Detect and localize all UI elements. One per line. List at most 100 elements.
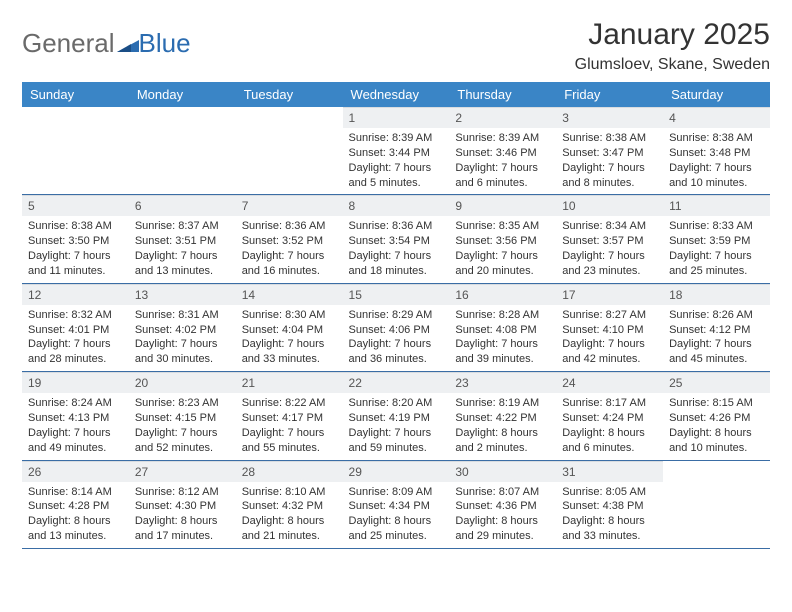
day-details: Sunrise: 8:39 AMSunset: 3:46 PMDaylight:… [449,128,556,194]
calendar-page: General Blue January 2025 Glumsloev, Ska… [0,0,792,612]
sunset-text: Sunset: 3:59 PM [669,234,764,249]
day-number: 23 [449,372,556,393]
calendar-day-cell: 27Sunrise: 8:12 AMSunset: 4:30 PMDayligh… [129,460,236,548]
day-details: Sunrise: 8:10 AMSunset: 4:32 PMDaylight:… [236,482,343,548]
day-number: 6 [129,195,236,216]
sunrise-text: Sunrise: 8:17 AM [562,396,657,411]
daylight-text: Daylight: 8 hours and 2 minutes. [455,426,550,456]
calendar-day-cell: 7Sunrise: 8:36 AMSunset: 3:52 PMDaylight… [236,195,343,283]
sunrise-text: Sunrise: 8:34 AM [562,219,657,234]
day-details: Sunrise: 8:05 AMSunset: 4:38 PMDaylight:… [556,482,663,548]
day-details: Sunrise: 8:20 AMSunset: 4:19 PMDaylight:… [343,393,450,459]
daylight-text: Daylight: 8 hours and 29 minutes. [455,514,550,544]
sunset-text: Sunset: 4:28 PM [28,499,123,514]
day-number: 18 [663,284,770,305]
day-number: 7 [236,195,343,216]
sunset-text: Sunset: 3:48 PM [669,146,764,161]
sunset-text: Sunset: 3:52 PM [242,234,337,249]
sunrise-text: Sunrise: 8:26 AM [669,308,764,323]
page-header: General Blue January 2025 Glumsloev, Ska… [22,18,770,74]
sunrise-text: Sunrise: 8:15 AM [669,396,764,411]
daylight-text: Daylight: 7 hours and 16 minutes. [242,249,337,279]
day-details: Sunrise: 8:17 AMSunset: 4:24 PMDaylight:… [556,393,663,459]
daylight-text: Daylight: 7 hours and 33 minutes. [242,337,337,367]
sunrise-text: Sunrise: 8:24 AM [28,396,123,411]
daylight-text: Daylight: 8 hours and 33 minutes. [562,514,657,544]
day-details: Sunrise: 8:32 AMSunset: 4:01 PMDaylight:… [22,305,129,371]
day-details: Sunrise: 8:38 AMSunset: 3:48 PMDaylight:… [663,128,770,194]
sunset-text: Sunset: 3:56 PM [455,234,550,249]
day-details: Sunrise: 8:23 AMSunset: 4:15 PMDaylight:… [129,393,236,459]
day-number: 3 [556,107,663,128]
sunrise-text: Sunrise: 8:10 AM [242,485,337,500]
sunset-text: Sunset: 4:13 PM [28,411,123,426]
weekday-header: Tuesday [236,82,343,107]
sunset-text: Sunset: 3:57 PM [562,234,657,249]
day-number [663,461,770,467]
day-details: Sunrise: 8:14 AMSunset: 4:28 PMDaylight:… [22,482,129,548]
brand-blue: Blue [139,28,191,59]
day-number: 27 [129,461,236,482]
weekday-header: Thursday [449,82,556,107]
sunrise-text: Sunrise: 8:20 AM [349,396,444,411]
day-number: 9 [449,195,556,216]
sunrise-text: Sunrise: 8:09 AM [349,485,444,500]
calendar-table: Sunday Monday Tuesday Wednesday Thursday… [22,82,770,549]
day-details: Sunrise: 8:35 AMSunset: 3:56 PMDaylight:… [449,216,556,282]
sunset-text: Sunset: 3:54 PM [349,234,444,249]
day-number [22,107,129,113]
calendar-day-cell: 18Sunrise: 8:26 AMSunset: 4:12 PMDayligh… [663,283,770,371]
sunset-text: Sunset: 4:06 PM [349,323,444,338]
sunrise-text: Sunrise: 8:22 AM [242,396,337,411]
weekday-header: Monday [129,82,236,107]
sunset-text: Sunset: 4:34 PM [349,499,444,514]
day-details: Sunrise: 8:27 AMSunset: 4:10 PMDaylight:… [556,305,663,371]
calendar-week-row: 26Sunrise: 8:14 AMSunset: 4:28 PMDayligh… [22,460,770,548]
sunset-text: Sunset: 4:15 PM [135,411,230,426]
sunset-text: Sunset: 4:01 PM [28,323,123,338]
daylight-text: Daylight: 7 hours and 52 minutes. [135,426,230,456]
day-number: 2 [449,107,556,128]
day-number: 28 [236,461,343,482]
sunset-text: Sunset: 4:02 PM [135,323,230,338]
calendar-day-cell: 22Sunrise: 8:20 AMSunset: 4:19 PMDayligh… [343,372,450,460]
sunset-text: Sunset: 4:24 PM [562,411,657,426]
day-number [236,107,343,113]
calendar-day-cell: 16Sunrise: 8:28 AMSunset: 4:08 PMDayligh… [449,283,556,371]
day-number: 16 [449,284,556,305]
sunset-text: Sunset: 3:50 PM [28,234,123,249]
day-details: Sunrise: 8:26 AMSunset: 4:12 PMDaylight:… [663,305,770,371]
calendar-day-cell: 4Sunrise: 8:38 AMSunset: 3:48 PMDaylight… [663,107,770,195]
day-details: Sunrise: 8:12 AMSunset: 4:30 PMDaylight:… [129,482,236,548]
sunset-text: Sunset: 3:44 PM [349,146,444,161]
sunrise-text: Sunrise: 8:31 AM [135,308,230,323]
daylight-text: Daylight: 8 hours and 6 minutes. [562,426,657,456]
day-details: Sunrise: 8:24 AMSunset: 4:13 PMDaylight:… [22,393,129,459]
sunset-text: Sunset: 4:30 PM [135,499,230,514]
sunrise-text: Sunrise: 8:33 AM [669,219,764,234]
sunrise-text: Sunrise: 8:19 AM [455,396,550,411]
day-number [129,107,236,113]
flag-icon [117,36,139,52]
day-details: Sunrise: 8:07 AMSunset: 4:36 PMDaylight:… [449,482,556,548]
daylight-text: Daylight: 8 hours and 13 minutes. [28,514,123,544]
day-number: 21 [236,372,343,393]
sunset-text: Sunset: 4:38 PM [562,499,657,514]
day-number: 29 [343,461,450,482]
daylight-text: Daylight: 7 hours and 45 minutes. [669,337,764,367]
daylight-text: Daylight: 7 hours and 13 minutes. [135,249,230,279]
day-number: 17 [556,284,663,305]
location-text: Glumsloev, Skane, Sweden [575,56,770,74]
calendar-day-cell: 2Sunrise: 8:39 AMSunset: 3:46 PMDaylight… [449,107,556,195]
sunrise-text: Sunrise: 8:05 AM [562,485,657,500]
month-title: January 2025 [575,18,770,52]
sunset-text: Sunset: 3:46 PM [455,146,550,161]
day-number: 20 [129,372,236,393]
day-number: 31 [556,461,663,482]
weekday-header: Sunday [22,82,129,107]
daylight-text: Daylight: 7 hours and 49 minutes. [28,426,123,456]
daylight-text: Daylight: 8 hours and 21 minutes. [242,514,337,544]
daylight-text: Daylight: 7 hours and 8 minutes. [562,161,657,191]
calendar-day-cell [129,107,236,195]
sunrise-text: Sunrise: 8:38 AM [669,131,764,146]
